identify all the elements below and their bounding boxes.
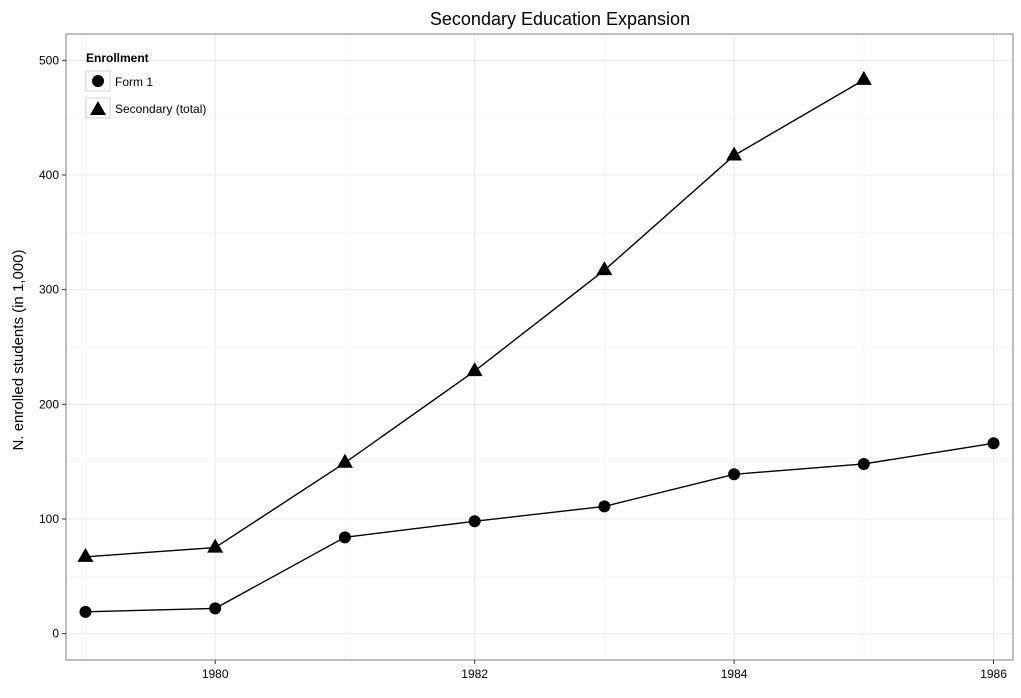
data-point-form-1 [79, 605, 92, 618]
data-point-form-1 [728, 468, 741, 481]
data-point-form-1 [987, 437, 1000, 450]
data-point-secondary-total [596, 261, 613, 276]
data-point-form-1 [857, 457, 870, 470]
data-point-form-1 [209, 602, 222, 615]
legend: Enrollment Form 1 Secondary (total) [85, 51, 206, 119]
data-point-form-1 [338, 531, 351, 544]
y-tick-label: 0 [52, 627, 59, 641]
data-point-secondary-total [207, 538, 224, 553]
legend-marker-triangle [90, 101, 106, 115]
chart-title: Secondary Education Expansion [430, 9, 690, 29]
x-tick-label: 1986 [980, 667, 1007, 681]
y-axis-label: N. enrolled students (in 1,000) [10, 250, 27, 451]
y-tick-label: 400 [39, 168, 59, 182]
legend-item-secondary-total: Secondary (total) [85, 97, 206, 119]
series-layer [77, 70, 1000, 618]
data-point-form-1 [468, 515, 481, 528]
series-line-form-1 [85, 442, 994, 613]
legend-key-secondary-total [85, 97, 111, 119]
x-tick-label: 1982 [461, 667, 488, 681]
legend-key-form-1 [85, 70, 111, 92]
y-tick-label: 100 [39, 512, 59, 526]
plot-panel [65, 33, 1014, 661]
legend-label-form-1: Form 1 [115, 75, 153, 89]
legend-item-form-1: Form 1 [85, 70, 153, 92]
data-point-secondary-total [466, 362, 483, 377]
legend-marker-circle [92, 75, 104, 87]
data-point-secondary-total [77, 547, 94, 562]
y-axis: 0 100 200 300 400 500 [39, 53, 66, 641]
data-point-form-1 [598, 500, 611, 513]
legend-title: Enrollment [86, 51, 149, 65]
legend-label-secondary-total: Secondary (total) [115, 102, 206, 116]
grid [66, 34, 1013, 660]
y-tick-label: 300 [39, 283, 59, 297]
y-tick-label: 200 [39, 397, 59, 411]
data-point-secondary-total [726, 146, 743, 161]
y-tick-label: 500 [39, 53, 59, 67]
x-tick-label: 1984 [721, 667, 748, 681]
x-axis: 1980 1982 1984 1986 [202, 660, 1007, 681]
data-point-secondary-total [855, 70, 872, 85]
x-tick-label: 1980 [202, 667, 229, 681]
data-point-secondary-total [336, 453, 353, 468]
